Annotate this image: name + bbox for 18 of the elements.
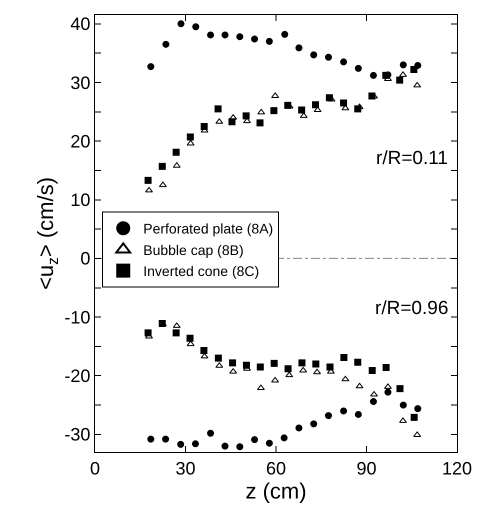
x-axis-title: z (cm) (245, 478, 307, 504)
y-tick-label: -20 (64, 366, 90, 386)
x-tick-label: 60 (266, 458, 286, 479)
y-tick-label: 0 (80, 248, 90, 269)
legend-label: Bubble cap (8B) (143, 242, 244, 258)
x-tick-label: 90 (356, 458, 377, 479)
legend-label: Perforated plate (8A) (143, 220, 274, 237)
annotation: r/R=0.96 (375, 298, 448, 319)
y-tick-label: 40 (70, 14, 90, 34)
y-tick-label: 30 (70, 72, 90, 93)
y-tick-label: 10 (70, 190, 90, 210)
y-tick-label: 20 (70, 131, 90, 152)
y-tick-label: -10 (64, 307, 90, 328)
x-tick-label: 30 (175, 458, 196, 479)
legend-label: Inverted cone (8C) (143, 263, 260, 280)
x-tick-label: 120 (442, 458, 472, 479)
annotation: r/R=0.11 (376, 148, 448, 169)
y-tick-label: -30 (64, 424, 90, 445)
